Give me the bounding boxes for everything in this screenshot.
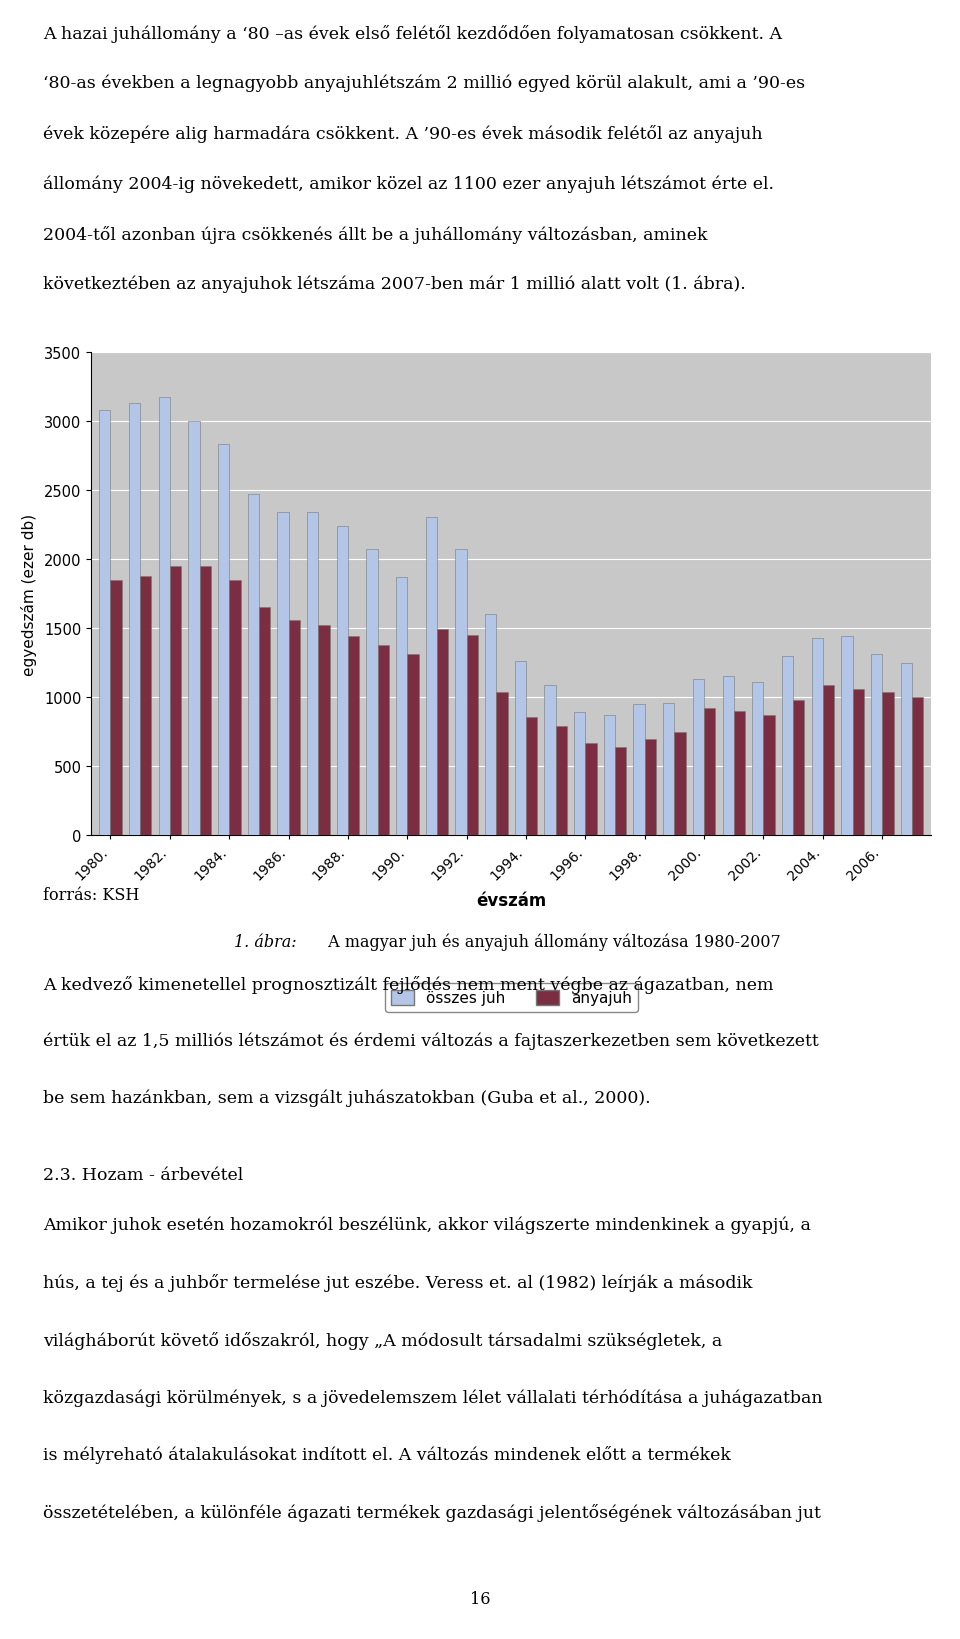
Text: is mélyreható átalakulásokat indított el. A változás mindenek előtt a termékek: is mélyreható átalakulásokat indított el… [43, 1446, 732, 1464]
Y-axis label: egyedszám (ezer db): egyedszám (ezer db) [21, 513, 37, 675]
Bar [704, 708, 715, 836]
Bar [348, 638, 359, 836]
Text: forrás: KSH: forrás: KSH [43, 887, 139, 903]
Bar [753, 682, 763, 836]
Bar [170, 567, 181, 836]
Bar [319, 626, 329, 836]
Bar [407, 656, 419, 836]
Bar [675, 733, 685, 836]
Bar [515, 662, 526, 836]
Bar [723, 677, 733, 836]
Bar [337, 526, 348, 836]
Bar [823, 685, 834, 836]
Bar [289, 621, 300, 836]
Bar [733, 711, 745, 836]
Text: 1. ábra:: 1. ábra: [234, 933, 297, 951]
Bar [229, 580, 241, 836]
Bar [645, 739, 656, 836]
Bar [781, 656, 793, 836]
Bar [129, 403, 140, 836]
Bar [396, 577, 407, 836]
Bar [200, 567, 211, 836]
Text: A kedvező kimenetellel prognosztizált fejlődés nem ment végbe az ágazatban, nem: A kedvező kimenetellel prognosztizált fe… [43, 975, 774, 993]
Text: világháborút követő időszakról, hogy „A módosult társadalmi szükségletek, a: világháborút követő időszakról, hogy „A … [43, 1331, 723, 1349]
Text: Amikor juhok esetén hozamokról beszélünk, akkor világszerte mindenkinek a gyapjú: Amikor juhok esetén hozamokról beszélünk… [43, 1216, 811, 1234]
X-axis label: évszám: évszám [476, 892, 546, 910]
Bar [277, 513, 289, 836]
Bar [307, 513, 319, 836]
Bar [367, 551, 377, 836]
Bar [663, 703, 675, 836]
Bar [871, 656, 882, 836]
Bar [467, 636, 478, 836]
Bar [900, 664, 912, 836]
Bar [259, 608, 270, 836]
Bar [110, 580, 122, 836]
Bar [634, 705, 645, 836]
Bar [437, 629, 448, 836]
Text: összetételében, a különféle ágazati termékek gazdasági jelentőségének változásáb: összetételében, a különféle ágazati term… [43, 1503, 821, 1521]
Bar [218, 444, 229, 836]
Bar [841, 638, 852, 836]
Text: állomány 2004-ig növekedett, amikor közel az 1100 ezer anyajuh létszámot érte el: állomány 2004-ig növekedett, amikor köze… [43, 175, 774, 193]
Bar [188, 421, 200, 836]
Text: ‘80-as években a legnagyobb anyajuhlétszám 2 millió egyed körül alakult, ami a ’: ‘80-as években a legnagyobb anyajuhlétsz… [43, 75, 805, 92]
Bar [455, 551, 467, 836]
Bar [793, 700, 804, 836]
Bar [615, 747, 626, 836]
Text: be sem hazánkban, sem a vizsgált juhászatokban (Guba et al., 2000).: be sem hazánkban, sem a vizsgált juhásza… [43, 1088, 651, 1106]
Bar [811, 638, 823, 836]
Bar [852, 690, 864, 836]
Text: A hazai juhállomány a ‘80 –as évek első felétől kezdődően folyamatosan csökkent.: A hazai juhállomány a ‘80 –as évek első … [43, 25, 782, 43]
Text: A magyar juh és anyajuh állomány változása 1980-2007: A magyar juh és anyajuh állomány változá… [323, 933, 780, 951]
Bar [544, 685, 556, 836]
Bar [248, 495, 259, 836]
Text: következtében az anyajuhok létszáma 2007-ben már 1 millió alatt volt (1. ábra).: következtében az anyajuhok létszáma 2007… [43, 275, 746, 293]
Bar [882, 692, 894, 836]
Bar [912, 698, 924, 836]
Text: 16: 16 [469, 1590, 491, 1608]
Bar [496, 692, 508, 836]
Bar [140, 577, 152, 836]
Bar [586, 744, 597, 836]
Text: hús, a tej és a juhbőr termelése jut eszébe. Veress et. al (1982) leírják a máso: hús, a tej és a juhbőr termelése jut esz… [43, 1274, 753, 1292]
Text: 2.3. Hozam - árbevétel: 2.3. Hozam - árbevétel [43, 1167, 244, 1183]
Bar [485, 615, 496, 836]
Bar [158, 398, 170, 836]
Text: közgazdasági körülmények, s a jövedelemszem lélet vállalati térhódítása a juhága: közgazdasági körülmények, s a jövedelems… [43, 1388, 823, 1406]
Text: évek közepére alig harmadára csökkent. A ’90-es évek második felétől az anyajuh: évek közepére alig harmadára csökkent. A… [43, 125, 763, 143]
Legend: összes juh, anyajuh: összes juh, anyajuh [385, 983, 637, 1011]
Text: 2004-től azonban újra csökkenés állt be a juhállomány változásban, aminek: 2004-től azonban újra csökkenés állt be … [43, 225, 708, 243]
Bar [763, 716, 775, 836]
Bar [99, 410, 110, 836]
Bar [556, 726, 567, 836]
Bar [377, 646, 389, 836]
Bar [425, 518, 437, 836]
Text: értük el az 1,5 milliós létszámot és érdemi változás a fajtaszerkezetben sem köv: értük el az 1,5 milliós létszámot és érd… [43, 1033, 819, 1049]
Bar [693, 680, 704, 836]
Bar [526, 718, 538, 836]
Bar [604, 716, 615, 836]
Bar [574, 713, 586, 836]
